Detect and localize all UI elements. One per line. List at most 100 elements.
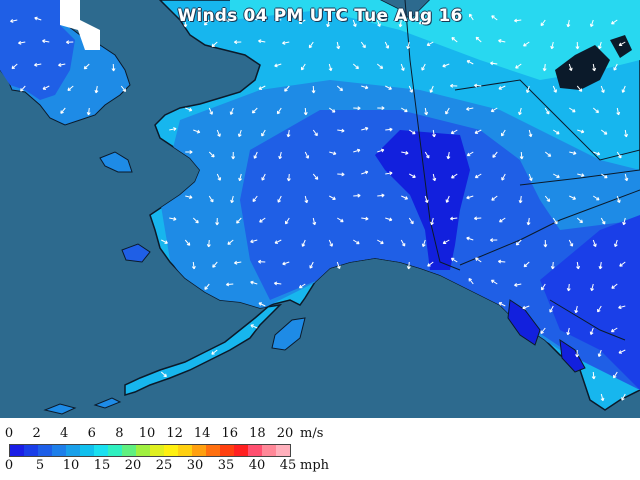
wind-arrow [250, 239, 258, 244]
wind-map: Winds 04 PM UTC Tue Aug 16 [0, 0, 640, 418]
wind-arrow [432, 173, 437, 182]
wind-arrow [312, 217, 317, 226]
scale-unit-label: m/s [300, 426, 324, 441]
wind-arrow [253, 151, 258, 159]
wind-arrow [616, 151, 622, 159]
wind-arrow [490, 61, 498, 66]
wind-arrow [544, 151, 552, 157]
colorbar-swatch [10, 445, 24, 456]
wind-arrow [450, 216, 458, 221]
wind-arrow [11, 63, 18, 70]
wind-arrow [308, 41, 314, 49]
scale-tick-label: 40 [248, 458, 266, 473]
wind-arrow [544, 195, 551, 202]
wind-arrow [304, 195, 309, 204]
wind-arrow [566, 327, 571, 336]
colorbar-swatch [248, 445, 262, 456]
wind-arrow [336, 261, 341, 269]
wind-arrow [528, 129, 533, 138]
wind-arrow [401, 150, 409, 155]
wind-arrow [212, 261, 218, 268]
wind-arrow [576, 85, 583, 92]
wind-arrow [474, 216, 482, 221]
wind-arrow [475, 257, 482, 263]
wind-arrow [569, 151, 577, 155]
wind-arrow [611, 283, 618, 289]
wind-arrow [624, 129, 628, 138]
colorbar-swatch [94, 445, 108, 456]
wind-arrow [600, 85, 605, 93]
wind-arrow [236, 217, 242, 224]
wind-arrow [400, 239, 406, 247]
wind-arrow [20, 85, 26, 92]
wind-arrow [83, 63, 90, 70]
wind-arrow [490, 279, 498, 285]
scale-tick-label: 5 [35, 458, 45, 473]
wind-arrow [361, 85, 369, 90]
wind-arrow [337, 217, 344, 223]
wind-arrow [490, 238, 498, 243]
wind-arrow [442, 63, 450, 68]
wind-arrow [385, 127, 393, 132]
wind-arrow [593, 151, 601, 156]
wind-arrow [298, 283, 306, 289]
wind-arrow [498, 259, 506, 264]
scale-tick-label: 0 [4, 426, 14, 441]
wind-arrow [421, 63, 426, 71]
kodiak-island [271, 317, 306, 351]
wind-arrow [540, 327, 546, 334]
wind-arrow [258, 259, 266, 264]
wind-arrow [185, 150, 193, 155]
wind-arrow [376, 63, 384, 69]
chukotka-calm-zone [0, 0, 75, 100]
wind-arrow [274, 17, 282, 22]
wind-arrow [231, 151, 236, 160]
wind-arrow [192, 217, 199, 224]
wind-arrow [309, 261, 314, 269]
wind-arrow [377, 193, 385, 198]
wind-arrow [328, 63, 333, 72]
wind-arrow [499, 217, 506, 223]
wind-arrow [352, 19, 357, 27]
st-lawrence-island [99, 151, 133, 173]
wind-arrow [66, 40, 74, 45]
wind-arrow [208, 107, 213, 115]
wind-arrow [589, 327, 594, 335]
wind-arrow [377, 148, 385, 153]
wind-arrow [501, 173, 506, 181]
wind-arrow [466, 195, 474, 200]
wind-arrow [328, 107, 336, 113]
wind-arrow [613, 239, 618, 248]
colorbar-swatch [80, 445, 94, 456]
wind-arrow [601, 173, 608, 179]
scale-tick-label: 35 [217, 458, 235, 473]
wind-arrow [613, 63, 618, 71]
wind-arrow [250, 16, 258, 21]
scale-tick-label: 2 [32, 426, 41, 441]
wind-arrow [276, 107, 282, 115]
wind-arrow [613, 371, 618, 379]
wind-arrow [312, 173, 319, 180]
colorbar-swatch [234, 445, 248, 456]
wind-arrow [430, 217, 434, 226]
scale-tick-label: 8 [115, 426, 124, 441]
wind-arrow [518, 195, 523, 204]
wind-arrow [185, 195, 193, 200]
wind-arrow [597, 305, 602, 313]
wind-arrow [514, 282, 522, 287]
wind-arrow [361, 170, 369, 175]
wind-arrow [523, 41, 530, 47]
wind-arrow [592, 63, 597, 72]
wind-arrow [10, 19, 18, 23]
wind-arrow [598, 261, 603, 270]
wind-arrow [216, 129, 221, 137]
wind-arrow [211, 349, 218, 355]
scale-tick-label: 6 [87, 426, 96, 441]
wind-arrow [575, 349, 580, 358]
colorbar-swatch [150, 445, 164, 456]
colorbar-swatch [262, 445, 276, 456]
wind-arrow [592, 195, 600, 201]
ms-scale-ticks: 0 2 4 6 8 10 12 14 16 18 20 m/s [0, 426, 640, 442]
wind-arrow [67, 85, 74, 91]
wind-arrow [258, 39, 266, 44]
